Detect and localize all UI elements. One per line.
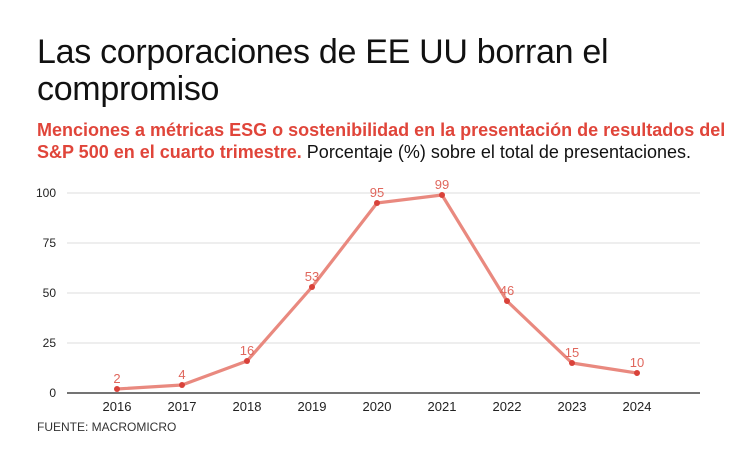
data-label: 2 xyxy=(113,371,120,386)
chart-subtitle: Menciones a métricas ESG o sostenibilida… xyxy=(37,119,727,163)
x-tick-label: 2024 xyxy=(623,399,652,414)
x-tick-label: 2018 xyxy=(233,399,262,414)
x-tick-label: 2022 xyxy=(493,399,522,414)
y-axis-ticks: 0 25 50 75 100 xyxy=(36,186,56,400)
data-point xyxy=(504,298,510,304)
data-label: 95 xyxy=(370,185,384,200)
series-line xyxy=(115,193,639,391)
x-axis-ticks: 2016 2017 2018 2019 2020 2021 2022 2023 2024 xyxy=(103,399,652,414)
data-points xyxy=(114,192,640,392)
x-tick-label: 2017 xyxy=(168,399,197,414)
subtitle-highlight: Menciones a métricas ESG o sostenibilida… xyxy=(37,120,726,162)
x-tick-label: 2019 xyxy=(298,399,327,414)
data-point xyxy=(374,200,380,206)
data-label: 4 xyxy=(178,367,185,382)
x-tick-label: 2023 xyxy=(558,399,587,414)
data-point xyxy=(244,358,250,364)
source-note: FUENTE: MACROMICRO xyxy=(37,420,177,434)
data-label: 15 xyxy=(565,345,579,360)
chart-grid xyxy=(67,192,700,394)
y-tick-label: 75 xyxy=(43,236,57,250)
y-tick-label: 100 xyxy=(36,186,56,200)
data-point xyxy=(569,360,575,366)
y-tick-label: 50 xyxy=(43,286,57,300)
data-label: 46 xyxy=(500,283,514,298)
data-point xyxy=(179,382,185,388)
data-labels: 2 4 16 53 95 99 46 15 10 xyxy=(113,177,644,386)
data-point xyxy=(439,192,445,198)
x-tick-label: 2016 xyxy=(103,399,132,414)
data-point xyxy=(634,370,640,376)
data-label: 99 xyxy=(435,177,449,192)
data-label: 10 xyxy=(630,355,644,370)
x-tick-label: 2021 xyxy=(428,399,457,414)
y-tick-label: 25 xyxy=(43,336,57,350)
series-polyline xyxy=(115,193,639,391)
x-tick-label: 2020 xyxy=(363,399,392,414)
subtitle-rest: Porcentaje (%) sobre el total de present… xyxy=(301,142,692,162)
data-label: 53 xyxy=(305,269,319,284)
data-label: 16 xyxy=(240,343,254,358)
data-point xyxy=(114,386,120,392)
page-title: Las corporaciones de EE UU borran el com… xyxy=(37,33,609,108)
data-point xyxy=(309,284,315,290)
y-tick-label: 0 xyxy=(49,386,56,400)
